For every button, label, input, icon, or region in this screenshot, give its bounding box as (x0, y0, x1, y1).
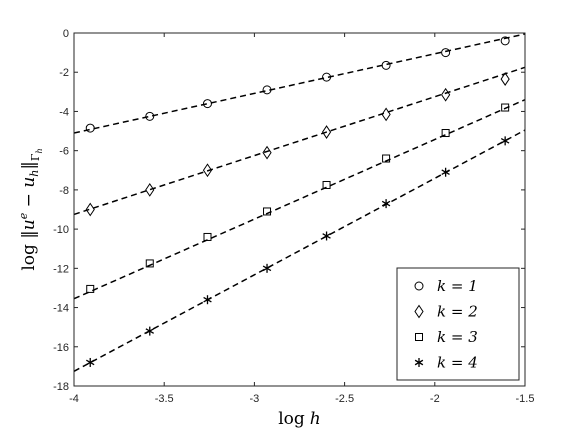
data-point-circle (381, 60, 391, 70)
x-label-h: h (310, 409, 321, 429)
data-point-star (381, 199, 391, 209)
fit-line-circle (73, 33, 526, 134)
legend-marker-square (415, 333, 423, 341)
data-point-square (382, 154, 391, 163)
data-point-square (501, 103, 510, 112)
y-tick-label: -16 (53, 342, 69, 354)
data-point-star (322, 231, 331, 241)
data-point-square (86, 284, 95, 293)
x-tick-label: -4 (69, 393, 79, 405)
y-tick-label: -2 (59, 67, 69, 79)
data-point-square (263, 207, 272, 216)
y-tick-label: -12 (53, 263, 69, 275)
legend-label: k = 4 (437, 354, 478, 372)
data-point-circle (145, 111, 155, 121)
data-point-square (322, 180, 331, 189)
data-point-diamond (441, 87, 451, 102)
axes (73, 32, 526, 387)
x-tick-label: -2 (430, 393, 440, 405)
legend-marker-circle (414, 281, 424, 291)
data-point-star (86, 357, 95, 367)
data-point-diamond (321, 125, 332, 139)
data-point-circle (500, 36, 510, 46)
data-point-diamond (381, 107, 391, 122)
y-tick-label: -10 (53, 224, 69, 236)
data-point-star (500, 136, 510, 146)
fit-line-diamond (73, 66, 526, 216)
data-point-circle (262, 85, 272, 95)
y-label-text: log ‖ue − uh‖Γh (17, 148, 44, 270)
data-point-square (441, 129, 450, 138)
data-point-circle (202, 99, 212, 109)
data-point-square (145, 259, 154, 268)
x-tick-label: -3.5 (155, 393, 174, 405)
x-tick-label: -2.5 (335, 393, 354, 405)
legend-label: k = 1 (437, 277, 478, 295)
x-tick-label: -3 (250, 393, 260, 405)
x-ticks: -4 -3.5 -3 -2.5 -2 -1.5 (69, 33, 534, 405)
data-point-circle (85, 123, 95, 133)
y-tick-label: 0 (63, 28, 69, 40)
y-ticks: 0 -2 -4 -6 -8 -10 -12 -14 -16 -18 (53, 28, 525, 393)
legend-marker-star (414, 358, 424, 367)
data-point-square (203, 232, 212, 241)
legend: k = 1 k = 2 k = 3 k = 4 (396, 267, 520, 381)
legend-marker-diamond (414, 304, 424, 319)
data-point-diamond (262, 145, 272, 160)
legend-label: k = 2 (437, 303, 478, 321)
y-tick-label: -14 (53, 303, 69, 315)
data-point-diamond (500, 72, 510, 86)
legend-label: k = 3 (437, 328, 478, 346)
x-tick-label: -1.5 (516, 393, 535, 405)
data-point-star (145, 326, 154, 336)
data-point-star (262, 263, 272, 273)
y-tick-label: -18 (53, 381, 69, 393)
x-axis-label: log h (278, 409, 321, 429)
plot-frame (73, 32, 526, 387)
data-point-diamond (85, 202, 95, 217)
data-point-diamond (202, 163, 213, 178)
data-point-diamond (145, 182, 155, 197)
data-point-circle (322, 72, 332, 82)
y-tick-label: -6 (59, 146, 69, 158)
data-markers (85, 36, 510, 367)
x-label-log: log (278, 409, 305, 429)
fit-line-square (73, 98, 526, 300)
y-tick-label: -4 (59, 106, 69, 118)
data-point-star (441, 167, 450, 177)
data-point-star (203, 295, 212, 305)
y-tick-label: -8 (59, 185, 69, 197)
y-axis-label: log ‖ue − uh‖Γh (17, 148, 44, 270)
data-point-circle (441, 48, 451, 58)
